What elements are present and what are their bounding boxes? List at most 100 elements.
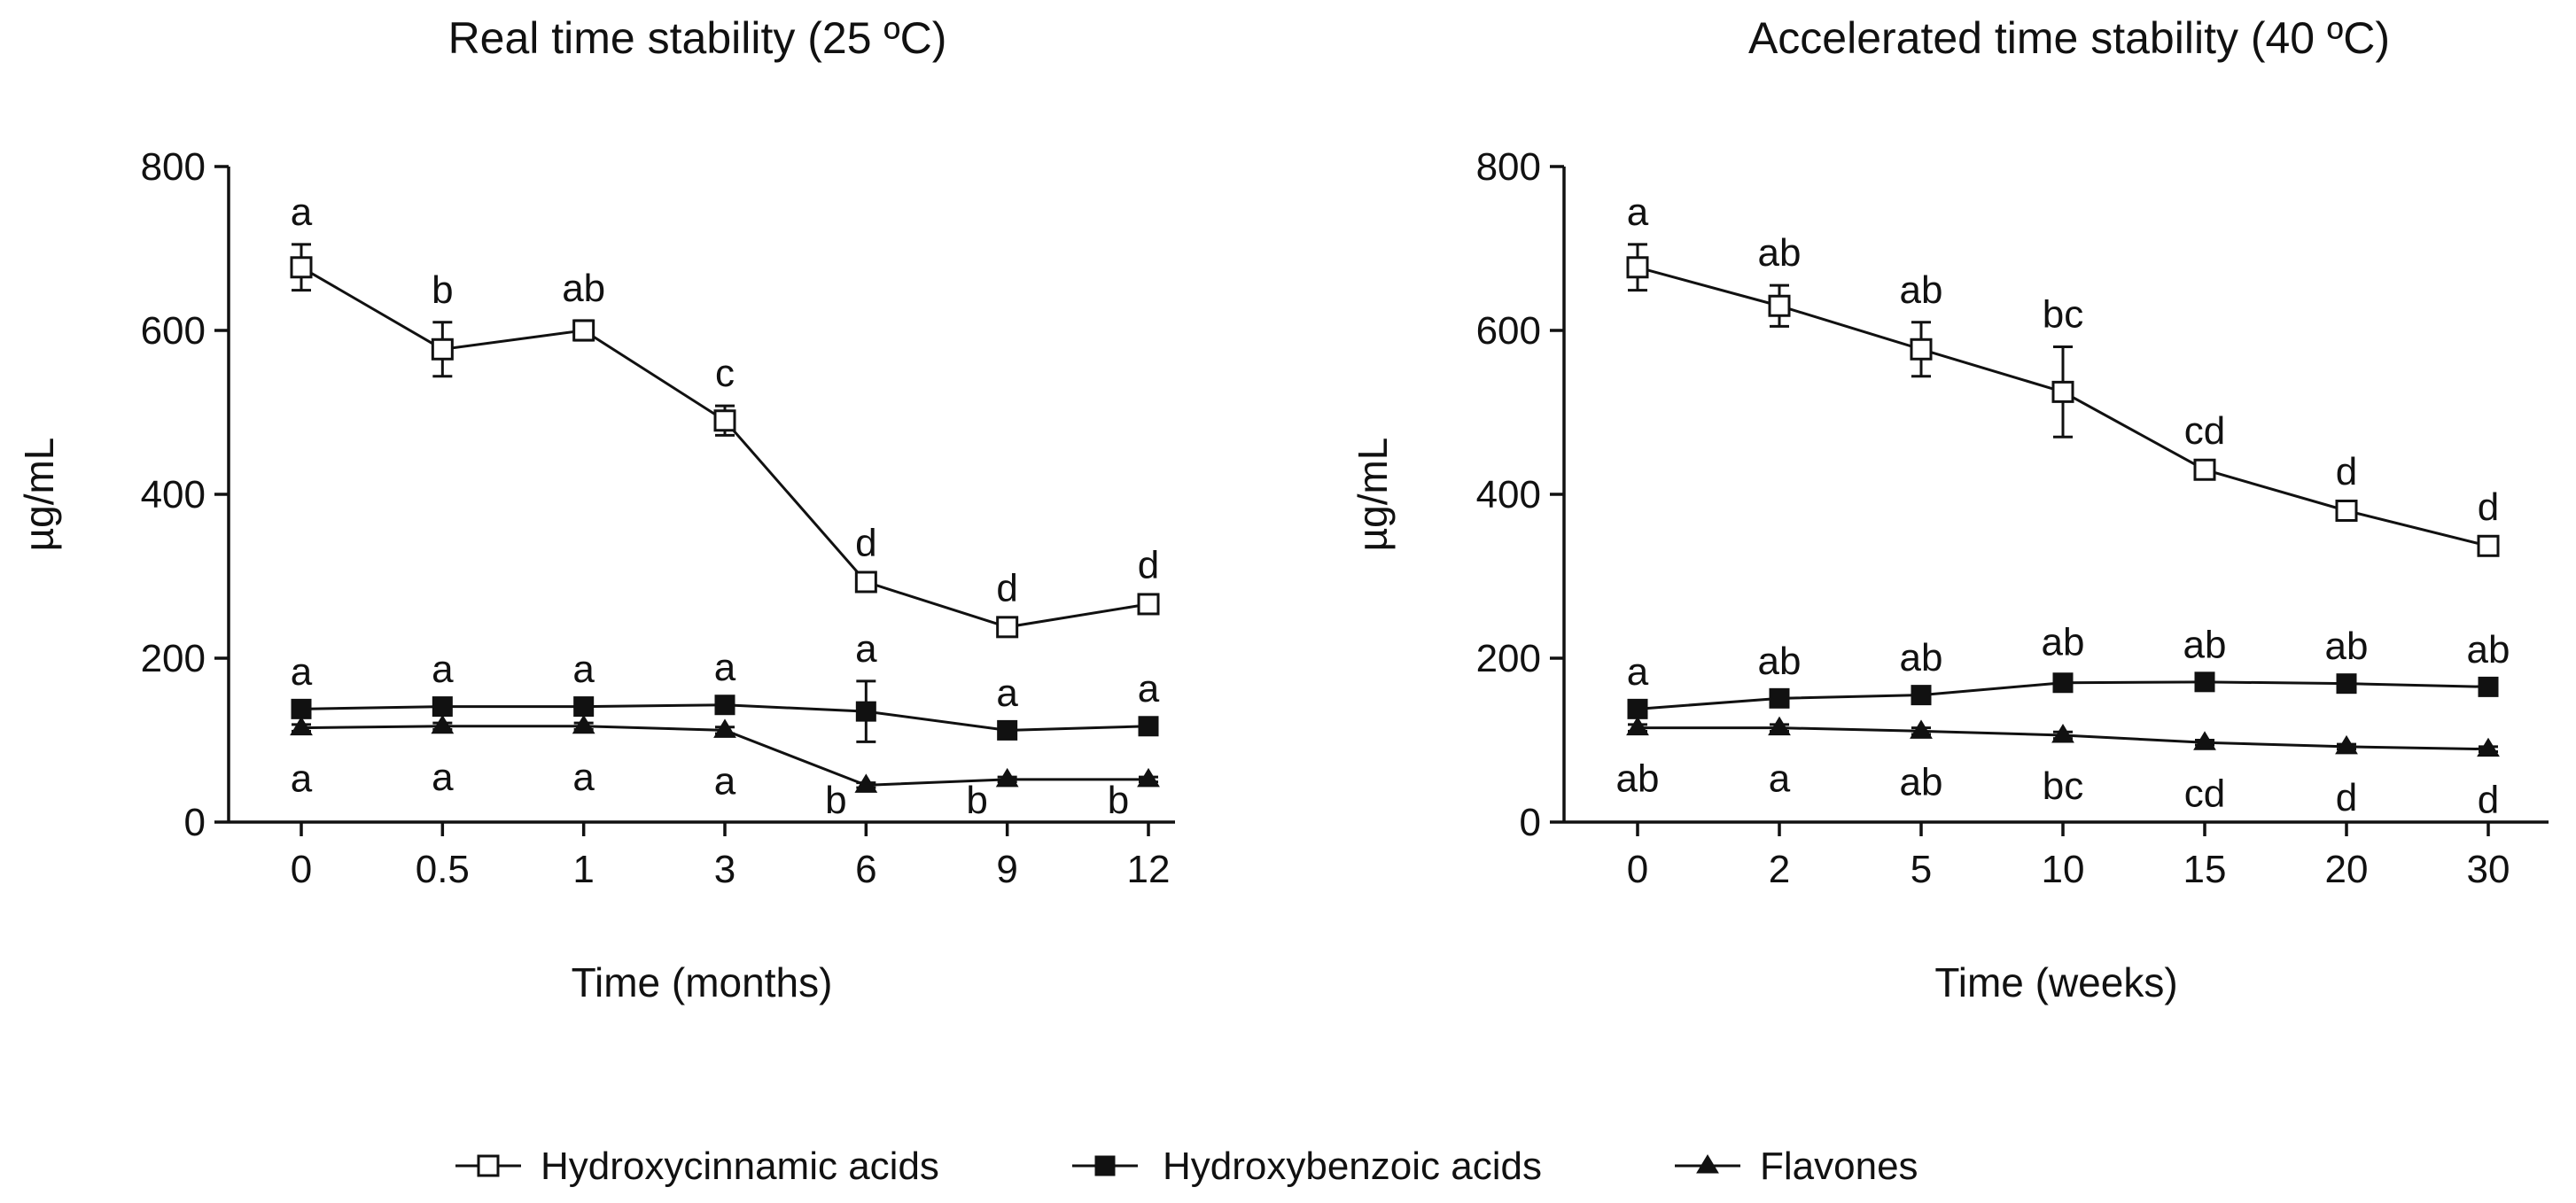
significance-label: a <box>291 650 313 694</box>
significance-label: a <box>572 648 595 691</box>
chart-panel-1: Real time stability (25 ºC) 0 200 400 600 800… <box>16 13 1175 1005</box>
triangle-icon <box>1696 1154 1719 1174</box>
x-tick-label: 3 <box>714 848 735 891</box>
data-point <box>1768 294 1791 317</box>
significance-label: a <box>1627 190 1649 234</box>
significance-label: ab <box>562 267 605 310</box>
data-point <box>2477 737 2500 757</box>
chart-title: Accelerated time stability (40 ºC) <box>1748 13 2390 63</box>
data-point <box>431 714 455 734</box>
data-point <box>2051 723 2074 743</box>
y-tick-label: 800 <box>141 145 206 189</box>
y-tick-label: 600 <box>1476 309 1541 353</box>
significance-label: d <box>855 522 876 565</box>
significance-label: b <box>825 779 846 822</box>
data-point <box>854 570 877 594</box>
significance-label: ab <box>2183 623 2227 666</box>
significance-label: a <box>291 757 313 801</box>
significance-label: ab <box>2042 621 2085 664</box>
significance-label: ab <box>2467 628 2510 671</box>
data-point <box>2051 380 2074 403</box>
legend-label: Hydroxycinnamic acids <box>541 1145 939 1188</box>
data-point <box>1137 767 1160 788</box>
legend-item-1: Hydroxycinnamic acids <box>455 1145 939 1188</box>
significance-label: d <box>2478 779 2499 822</box>
x-tick-label: 10 <box>2042 848 2085 891</box>
significance-label: d <box>996 566 1017 609</box>
x-tick-label: 1 <box>572 848 594 891</box>
significance-label: d <box>1138 544 1159 587</box>
data-point <box>2193 731 2216 750</box>
significance-label: ab <box>1900 636 1943 679</box>
series-line <box>300 266 1149 629</box>
data-point <box>573 696 595 718</box>
data-point <box>996 616 1019 639</box>
data-point <box>572 714 595 734</box>
data-point <box>431 338 454 361</box>
y-tick-label: 400 <box>141 473 206 516</box>
significance-label: ab <box>1758 231 1802 275</box>
data-point <box>290 716 313 736</box>
significance-label: a <box>432 756 454 799</box>
significance-label: a <box>714 759 736 803</box>
significance-label: b <box>1108 779 1129 822</box>
significance-label: b <box>432 268 453 312</box>
data-point <box>432 696 453 718</box>
x-tick-label: 15 <box>2183 848 2227 891</box>
data-point <box>2335 500 2358 522</box>
data-point <box>2052 672 2074 694</box>
legend: Hydroxycinnamic acids Hydroxybenzoic acid… <box>455 1145 1918 1188</box>
y-axis-label: µg/mL <box>1350 438 1396 552</box>
significance-label: ab <box>1758 640 1802 683</box>
data-point <box>854 773 878 793</box>
data-point <box>1768 716 1791 736</box>
x-tick-label: 20 <box>2325 848 2369 891</box>
x-tick-label: 12 <box>1127 848 1171 891</box>
x-tick-label: 0.5 <box>416 848 470 891</box>
series-hydroxybenzoic-acids: a ab ab ab ab ab ab <box>1627 621 2510 719</box>
data-point <box>713 409 736 432</box>
significance-label: a <box>855 627 877 671</box>
data-point <box>1626 716 1649 736</box>
x-tick-label: 2 <box>1769 848 1790 891</box>
data-point <box>1910 338 1933 361</box>
y-tick-label: 0 <box>1520 801 1541 844</box>
x-tick-label: 0 <box>1627 848 1648 891</box>
x-axis-label: Time (weeks) <box>1934 959 2177 1005</box>
significance-label: c <box>715 352 735 395</box>
data-point <box>2336 673 2357 695</box>
significance-label: b <box>966 779 987 822</box>
significance-label: a <box>1769 757 1791 801</box>
significance-label: a <box>996 671 1018 715</box>
series-hydroxybenzoic-acids: a a a a a a a <box>291 627 1160 743</box>
data-point <box>2194 671 2215 693</box>
data-point <box>2335 734 2358 755</box>
legend-item-3: Flavones <box>1675 1145 1918 1188</box>
x-tick-label: 30 <box>2467 848 2510 891</box>
y-tick-label: 800 <box>1476 145 1541 189</box>
series-flavones: ab a ab bc cd d d <box>1616 716 2500 822</box>
y-tick-label: 400 <box>1476 473 1541 516</box>
data-point <box>714 695 735 716</box>
data-point <box>290 256 313 279</box>
data-point <box>2193 458 2216 481</box>
data-point <box>1627 698 1648 719</box>
data-point <box>1137 593 1160 616</box>
data-point <box>997 719 1018 741</box>
y-tick-label: 0 <box>184 801 206 844</box>
significance-label: a <box>572 756 595 799</box>
chart-panel-2: Accelerated time stability (40 ºC)020040… <box>1350 13 2549 1005</box>
square-icon <box>477 1154 500 1177</box>
data-point <box>2477 534 2500 557</box>
x-tick-label: 0 <box>291 848 312 891</box>
square-icon <box>1094 1155 1116 1176</box>
y-tick-label: 200 <box>1476 637 1541 680</box>
legend-item-2: Hydroxybenzoic acids <box>1072 1145 1542 1188</box>
series-hydroxycinnamic-acids: a ab ab bc cd d d <box>1626 190 2500 557</box>
significance-label: a <box>1138 667 1160 710</box>
y-tick-label: 600 <box>141 309 206 353</box>
significance-label: d <box>2336 776 2357 819</box>
significance-label: a <box>291 190 313 234</box>
x-axis-label: Time (months) <box>572 959 833 1005</box>
